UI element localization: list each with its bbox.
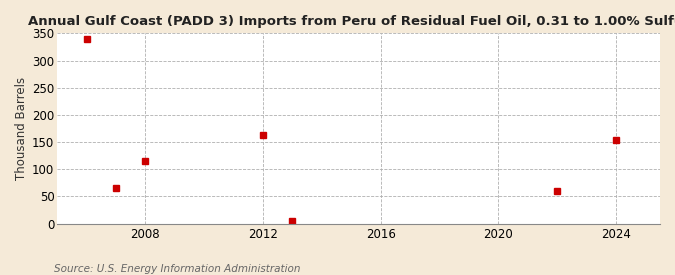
Text: Source: U.S. Energy Information Administration: Source: U.S. Energy Information Administ… [54,264,300,274]
Y-axis label: Thousand Barrels: Thousand Barrels [15,77,28,180]
Title: Annual Gulf Coast (PADD 3) Imports from Peru of Residual Fuel Oil, 0.31 to 1.00%: Annual Gulf Coast (PADD 3) Imports from … [28,15,675,28]
